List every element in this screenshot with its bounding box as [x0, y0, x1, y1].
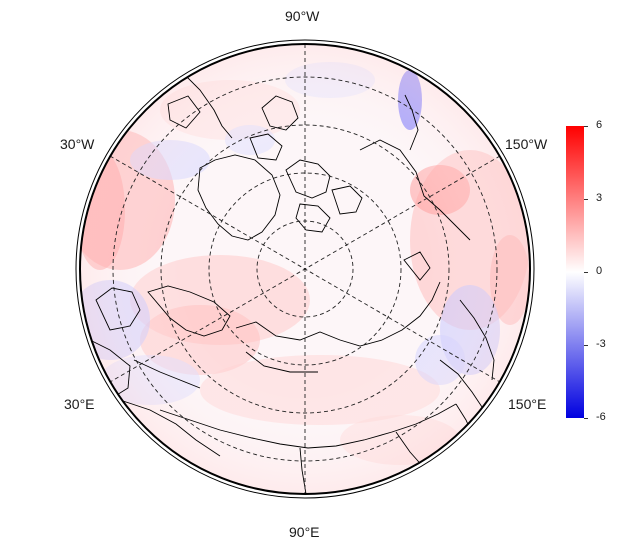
lon-label-90w: 90°W — [285, 8, 320, 24]
colorbar-tick-mark — [584, 345, 588, 346]
latitude-circle — [160, 124, 450, 414]
colorbar-tick-mark — [584, 199, 588, 200]
colorbar-tick-label: 6 — [596, 119, 603, 131]
lon-label-90e: 90°E — [289, 524, 320, 540]
colorbar-tick-label: -3 — [596, 338, 606, 350]
colorbar-tick-label: -6 — [596, 411, 606, 423]
lon-label-150e: 150°E — [508, 396, 547, 412]
map-frame — [75, 39, 535, 499]
colorbar-tick-label: 0 — [596, 265, 603, 277]
meridian-150-30 — [109, 155, 501, 383]
lon-label-30e: 30°E — [64, 396, 95, 412]
coastlines — [89, 69, 495, 494]
colorbar-tick-mark — [584, 272, 588, 273]
colorbar-tick-mark — [584, 126, 588, 127]
colorbar-tick-mark — [584, 418, 588, 419]
map-boundary — [79, 43, 531, 495]
lon-label-150w: 150°W — [505, 136, 548, 152]
graticule — [109, 44, 501, 494]
lon-label-30w: 30°W — [60, 136, 95, 152]
anomaly-field — [80, 44, 530, 494]
colorbar — [566, 126, 584, 418]
colorbar-tick-label: 3 — [596, 192, 603, 204]
